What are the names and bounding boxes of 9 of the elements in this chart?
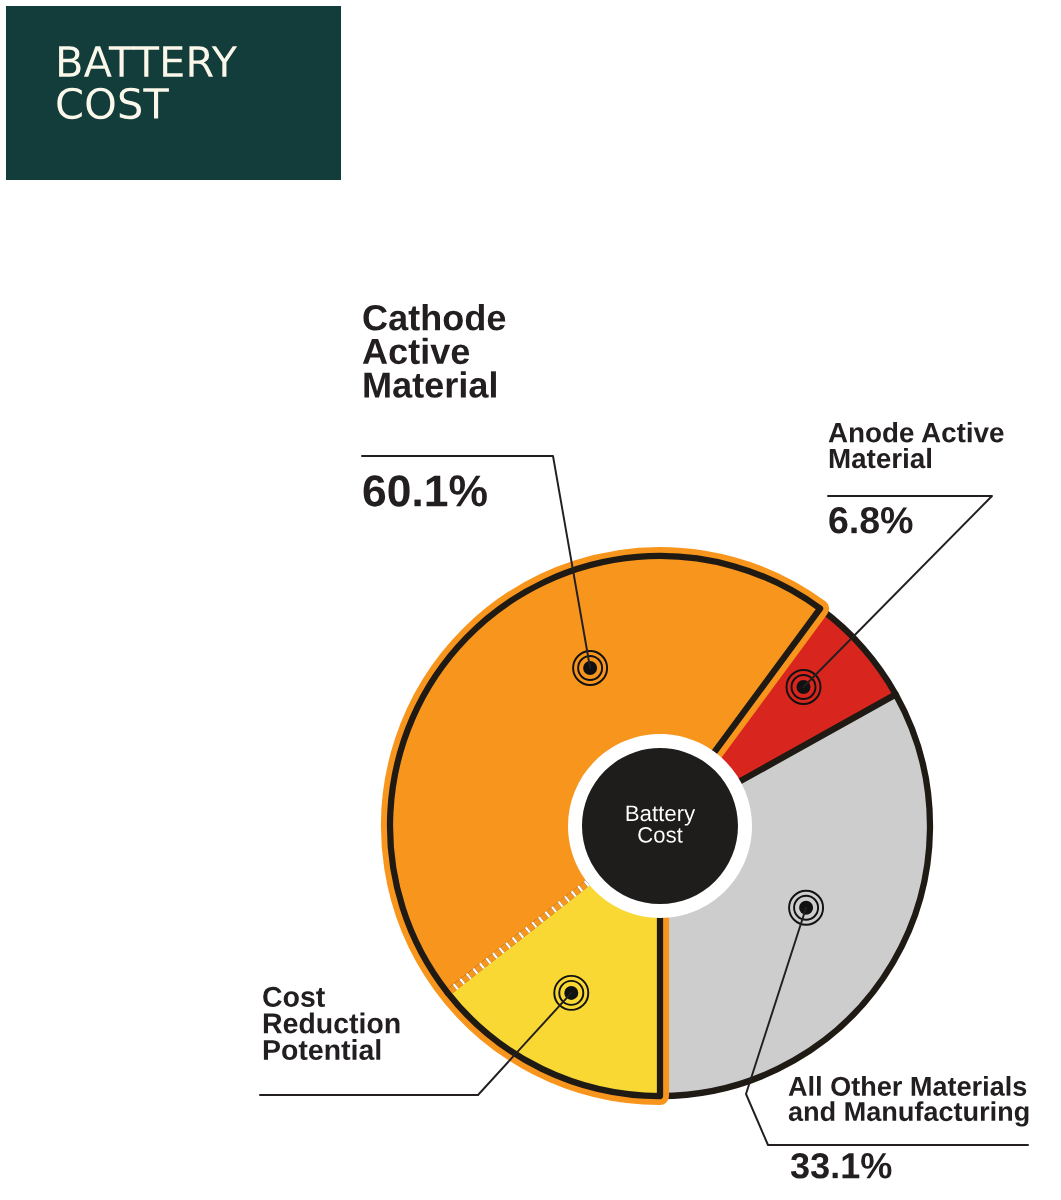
slice-label: Cost Reduction Potential — [263, 986, 400, 1060]
slice-label: Cathode Active Material — [362, 304, 506, 398]
slice-label: All Other Materials and Manufacturing — [788, 1076, 1029, 1127]
data-label: 33.1% — [790, 1152, 892, 1179]
text: 60.1% — [363, 475, 487, 507]
text: Battery Cost — [626, 805, 696, 843]
data-label: 6.8% — [829, 506, 913, 534]
chart-title: BATTERY COST — [57, 46, 238, 120]
slice-label: Anode Active Material — [828, 422, 1004, 469]
